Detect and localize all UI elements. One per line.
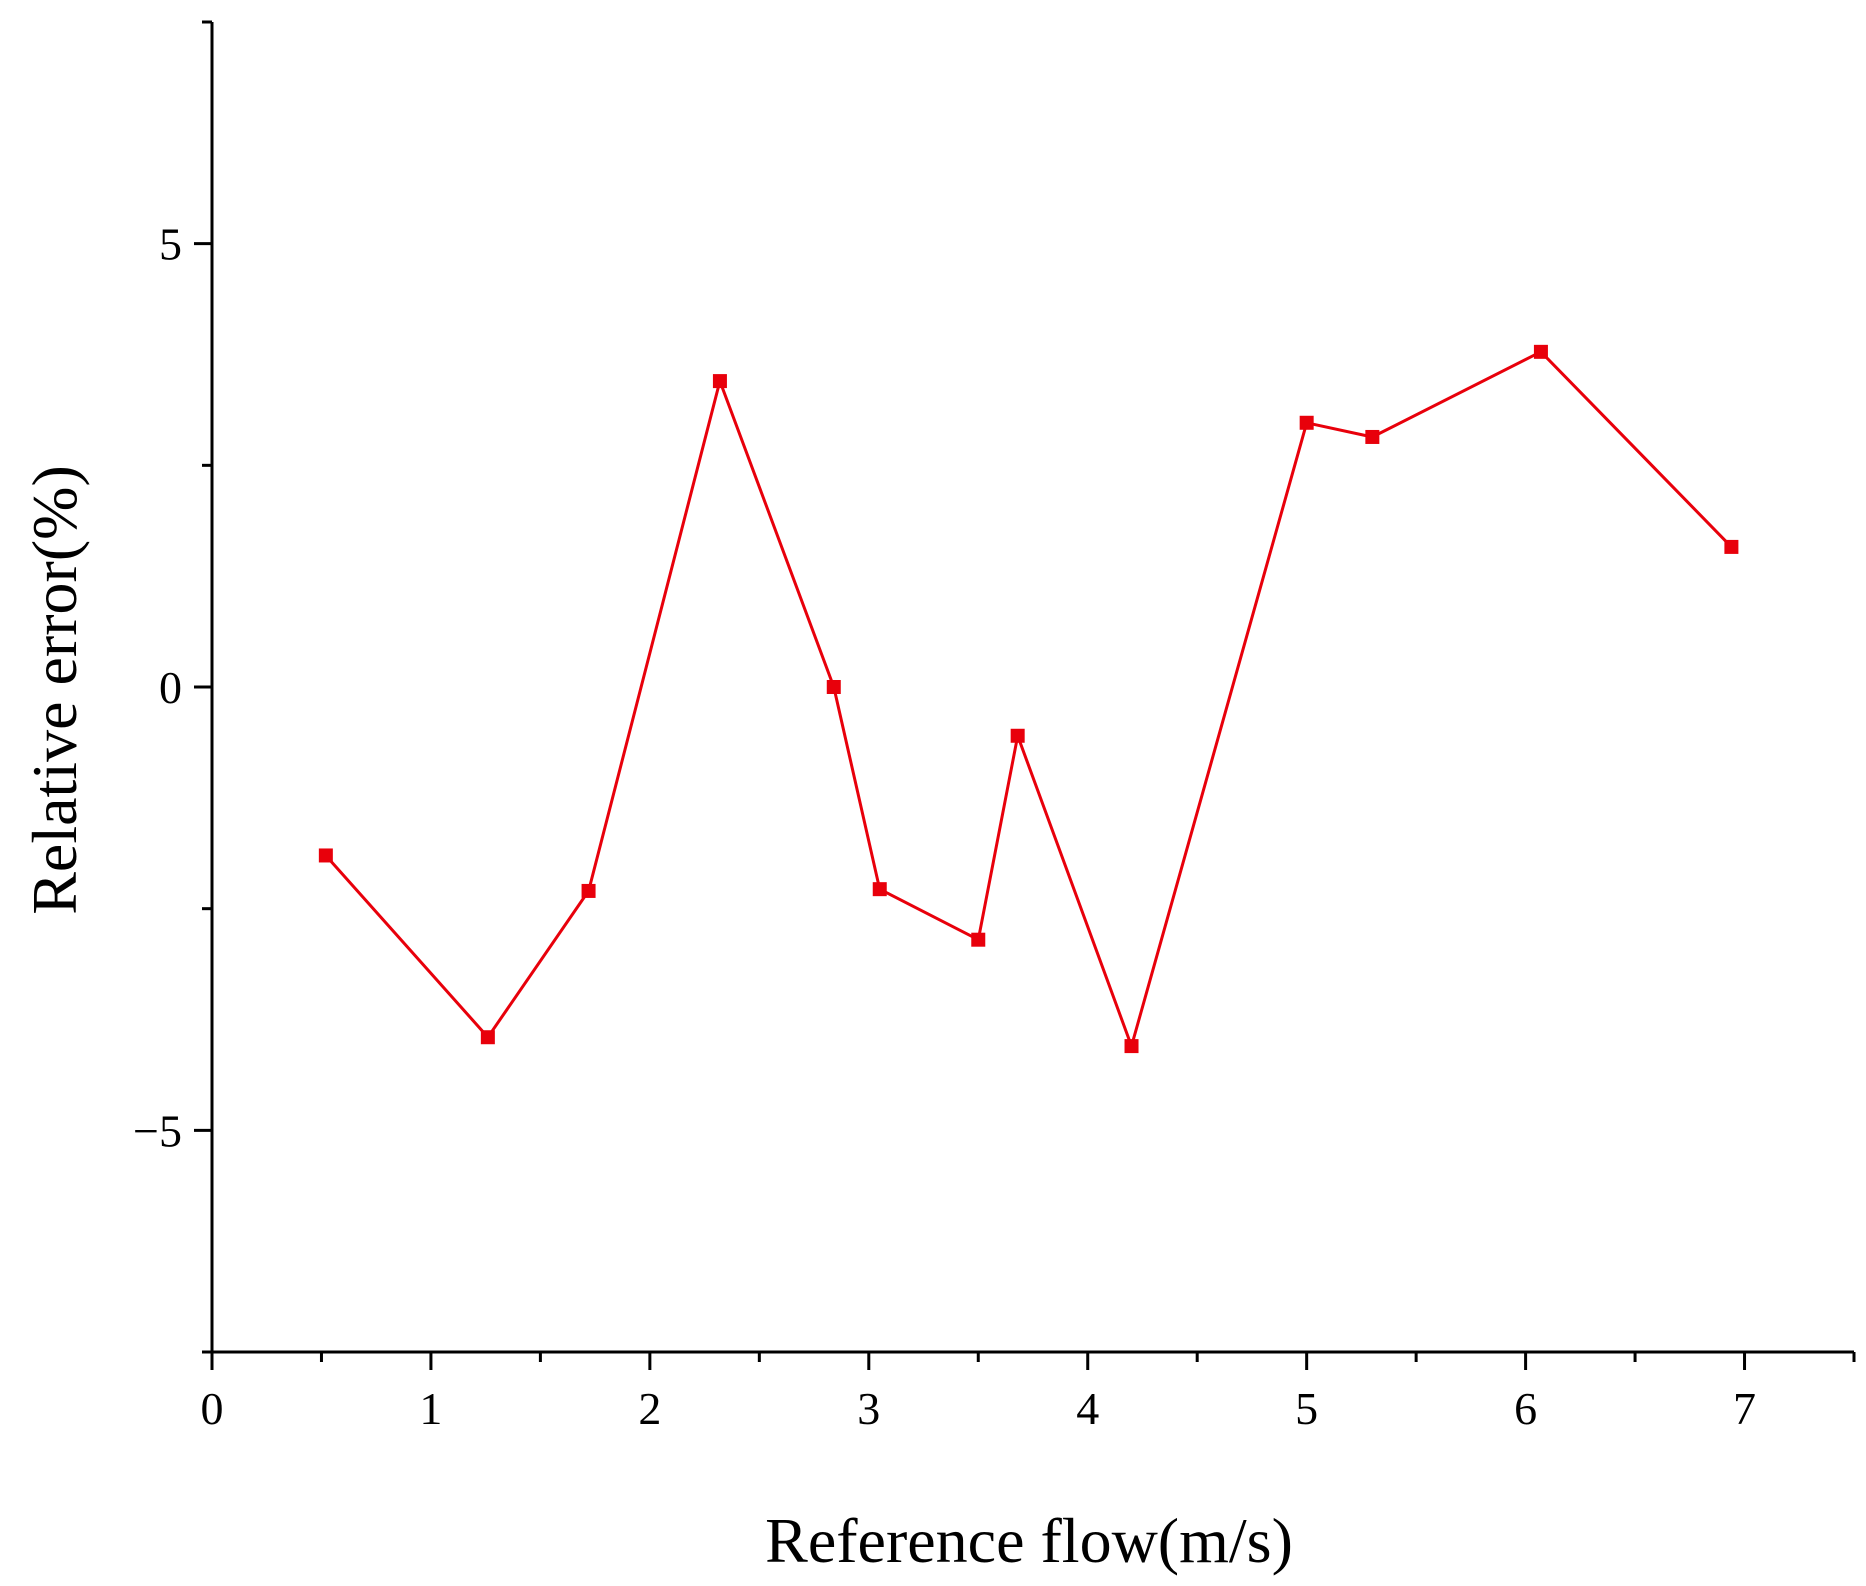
y-tick-label: 0	[159, 662, 182, 713]
data-point	[480, 1030, 495, 1045]
data-point	[1124, 1039, 1139, 1054]
data-point	[826, 680, 841, 694]
y-axis-title: Relative error(%)	[19, 465, 90, 915]
data-point	[971, 932, 986, 947]
y-axis-ticks: −5 0 5	[133, 20, 212, 1354]
data-point	[1299, 415, 1314, 430]
axes	[210, 22, 1854, 1360]
x-tick-label: 6	[1514, 1383, 1537, 1434]
x-tick-label: 1	[419, 1383, 442, 1434]
x-tick-label: 4	[1076, 1383, 1099, 1434]
data-point	[1010, 728, 1025, 743]
data-point	[1724, 539, 1739, 554]
series	[318, 344, 1739, 1054]
data-point	[581, 883, 596, 898]
x-axis-title: Reference flow(m/s)	[765, 1505, 1293, 1576]
x-tick-label: 5	[1295, 1383, 1318, 1434]
x-tick-label: 3	[857, 1383, 880, 1434]
x-tick-label: 0	[201, 1383, 224, 1434]
data-point	[1533, 344, 1548, 359]
y-tick-label: −5	[133, 1105, 182, 1156]
x-tick-label: 7	[1733, 1383, 1756, 1434]
x-axis-ticks: 0 1 2 3 4 5 6 7	[201, 1352, 1856, 1434]
data-point	[1365, 429, 1380, 444]
data-point	[318, 848, 333, 863]
data-point	[872, 882, 887, 897]
x-tick-label: 2	[638, 1383, 661, 1434]
data-point	[712, 374, 727, 389]
series-line	[324, 350, 1733, 1048]
y-tick-label: 5	[159, 219, 182, 270]
